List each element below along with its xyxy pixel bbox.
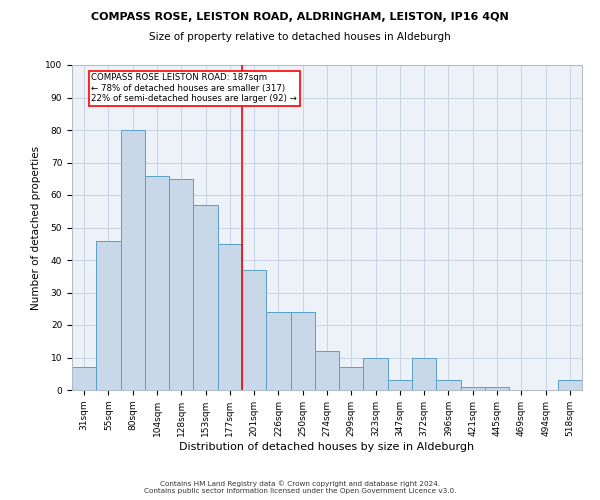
Bar [145,176,169,390]
Y-axis label: Number of detached properties: Number of detached properties [31,146,41,310]
Text: Size of property relative to detached houses in Aldeburgh: Size of property relative to detached ho… [149,32,451,42]
Bar [436,380,461,390]
Bar [242,270,266,390]
Bar [193,205,218,390]
Bar [461,387,485,390]
Text: COMPASS ROSE, LEISTON ROAD, ALDRINGHAM, LEISTON, IP16 4QN: COMPASS ROSE, LEISTON ROAD, ALDRINGHAM, … [91,12,509,22]
Bar [558,380,582,390]
Text: COMPASS ROSE LEISTON ROAD: 187sqm
← 78% of detached houses are smaller (317)
22%: COMPASS ROSE LEISTON ROAD: 187sqm ← 78% … [91,73,298,103]
Bar [96,240,121,390]
Bar [364,358,388,390]
Bar [121,130,145,390]
Text: Contains HM Land Registry data © Crown copyright and database right 2024.
Contai: Contains HM Land Registry data © Crown c… [144,480,456,494]
Bar [72,367,96,390]
Bar [339,367,364,390]
Bar [412,358,436,390]
Bar [218,244,242,390]
Bar [388,380,412,390]
Bar [266,312,290,390]
Bar [169,179,193,390]
Bar [315,351,339,390]
X-axis label: Distribution of detached houses by size in Aldeburgh: Distribution of detached houses by size … [179,442,475,452]
Bar [485,387,509,390]
Bar [290,312,315,390]
